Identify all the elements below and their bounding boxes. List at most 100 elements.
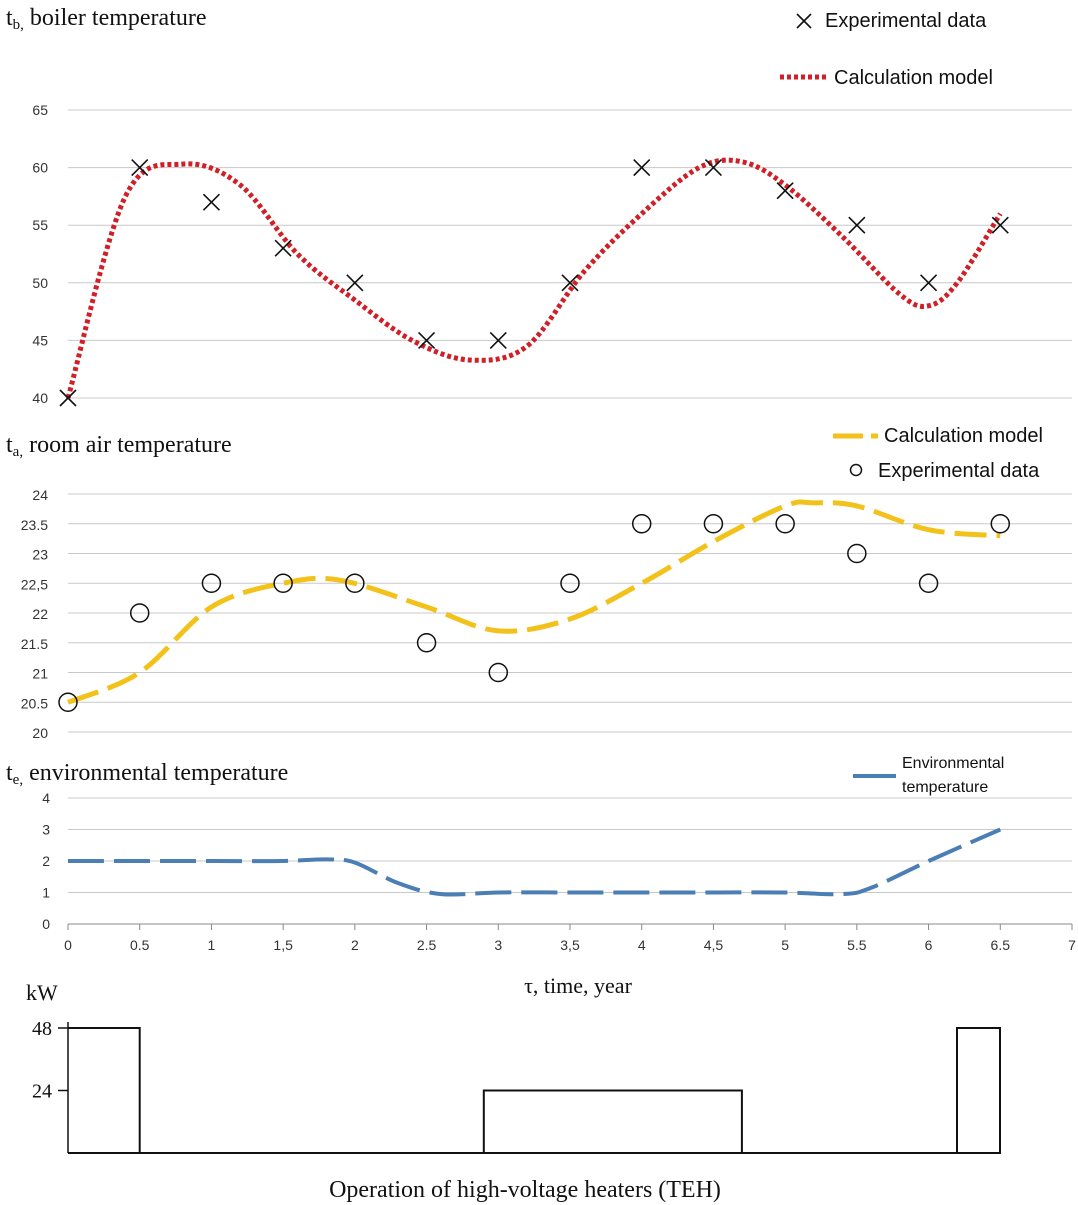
x-marker-stroke — [776, 182, 794, 200]
x-marker-stroke — [131, 159, 149, 177]
heater-operation-chart: kW 24 48 Operation of high-voltage heater… — [26, 980, 1001, 1203]
room-y-tick: 24 — [32, 487, 48, 503]
room-y-tick-labels: 20 20.5 21 21.5 22 22,5 23 23.5 24 — [21, 487, 48, 741]
room-experimental-point — [201, 573, 222, 593]
room-y-tick: 21 — [32, 666, 48, 682]
boiler-y-tick-labels: 40 45 50 55 60 65 — [32, 102, 48, 406]
room-air-temperature-title: ta, room air temperature — [6, 432, 232, 460]
legend-experimental-label: Experimental data — [825, 10, 987, 32]
time-axis-tick: 4 — [638, 937, 646, 953]
x-marker-stroke — [991, 216, 1009, 234]
room-grid — [68, 493, 1072, 733]
environmental-temperature-chart: te, environmental temperature Environmen… — [6, 755, 1076, 998]
boiler-experimental-point — [561, 274, 579, 292]
time-axis-tick: 6.5 — [991, 937, 1011, 953]
boiler-experimental-point — [346, 274, 364, 292]
time-axis-tick: 1 — [208, 937, 216, 953]
boiler-y-tick: 65 — [32, 102, 48, 118]
boiler-experimental-point — [59, 389, 77, 407]
x-marker-stroke — [489, 331, 507, 349]
room-experimental-point — [631, 514, 652, 534]
heater-y-tick-labels: 24 48 — [32, 1018, 52, 1103]
legend-environment-label-2: temperature — [902, 779, 988, 796]
legend-x-marker — [796, 13, 812, 29]
boiler-experimental-point — [202, 193, 220, 211]
x-marker-stroke — [202, 193, 220, 211]
legend-circle-marker — [849, 463, 863, 477]
boiler-experimental-point — [704, 159, 722, 177]
environment-y-tick: 0 — [42, 916, 50, 932]
room-y-tick: 20.5 — [21, 695, 48, 711]
boiler-y-tick: 60 — [32, 160, 48, 176]
room-experimental-point — [345, 573, 365, 593]
room-y-tick: 20 — [32, 725, 48, 741]
heater-caption: Operation of high-voltage heaters (TEH) — [329, 1177, 721, 1203]
boiler-experimental-point — [131, 159, 149, 177]
boiler-experimental-point — [633, 159, 651, 177]
room-y-tick: 23 — [32, 547, 48, 563]
x-marker-stroke — [920, 274, 938, 292]
kw-tick-label: 48 — [32, 1018, 52, 1040]
room-model-line — [67, 499, 1001, 705]
time-axis-tick: 3 — [494, 937, 502, 953]
room-experimental-point — [990, 514, 1011, 534]
legend-environment-label-1: Environmental — [902, 755, 1004, 772]
room-y-tick: 22,5 — [21, 576, 48, 592]
boiler-grid — [68, 109, 1072, 399]
kw-tick-label: 24 — [32, 1081, 52, 1103]
time-axis-tick: 5.5 — [847, 937, 867, 953]
room-y-tick: 22 — [32, 606, 48, 622]
boiler-series — [59, 157, 1009, 407]
room-experimental-point — [129, 603, 150, 623]
legend-room-model-label: Calculation model — [884, 425, 1043, 447]
room-series — [58, 499, 1011, 712]
boiler-experimental-point — [991, 216, 1009, 234]
time-axis-tick: 4,5 — [704, 937, 724, 953]
boiler-y-tick: 50 — [32, 275, 48, 291]
boiler-legend: Experimental data Calculation model — [780, 10, 993, 89]
x-marker-stroke — [346, 274, 364, 292]
time-axis-tick: 3,5 — [560, 937, 580, 953]
room-experimental-point — [775, 514, 795, 534]
environment-y-tick: 1 — [42, 885, 50, 901]
x-marker-stroke — [561, 274, 579, 292]
boiler-experimental-point — [489, 331, 507, 349]
environment-y-tick-labels: 0 1 2 3 4 — [42, 790, 50, 932]
time-axis-label: τ, time, year — [524, 973, 632, 998]
time-axis-tick: 2 — [351, 937, 359, 953]
heater-axes — [58, 1022, 69, 1153]
room-experimental-point — [703, 514, 724, 534]
x-marker-stroke — [59, 389, 77, 407]
time-axis-tick: 0 — [64, 937, 72, 953]
room-experimental-point — [918, 573, 939, 593]
room-y-tick: 23.5 — [21, 517, 48, 533]
boiler-experimental-point — [274, 239, 292, 257]
environment-line — [68, 827, 1002, 897]
environment-y-tick: 3 — [42, 822, 50, 838]
time-axis-tick-labels: 0 0.5 1 1,5 2 2.5 3 3,5 4 4,5 5 5.5 6 6.5 7 — [64, 937, 1076, 953]
legend-model-label: Calculation model — [834, 67, 993, 89]
legend-room-experimental-label: Experimental data — [878, 460, 1040, 482]
room-experimental-point — [58, 692, 78, 712]
heater-series — [68, 1027, 1001, 1154]
environment-y-tick: 4 — [42, 790, 50, 806]
boiler-experimental-point — [848, 216, 866, 234]
x-marker-stroke — [633, 159, 651, 177]
environment-legend: Environmental temperature — [853, 755, 1004, 796]
room-legend: Calculation model Experimental data — [833, 425, 1043, 482]
boiler-y-tick: 40 — [32, 390, 48, 406]
room-experimental-point — [560, 573, 580, 593]
time-axis-tick: 5 — [781, 937, 789, 953]
boiler-temperature-chart: tb, boiler temperature Experimental data… — [6, 5, 1072, 407]
environment-y-tick: 2 — [42, 853, 50, 869]
room-experimental-point — [273, 573, 293, 593]
boiler-model-line — [65, 157, 1003, 399]
time-axis-tick: 6 — [925, 937, 933, 953]
room-experimental-point — [416, 633, 437, 653]
room-experimental-point — [488, 662, 509, 683]
environmental-temperature-title: te, environmental temperature — [6, 760, 288, 788]
boiler-temperature-title: tb, boiler temperature — [6, 5, 207, 33]
time-axis-tick: 7 — [1068, 937, 1076, 953]
room-air-temperature-chart: ta, room air temperature Calculation mod… — [6, 425, 1072, 741]
